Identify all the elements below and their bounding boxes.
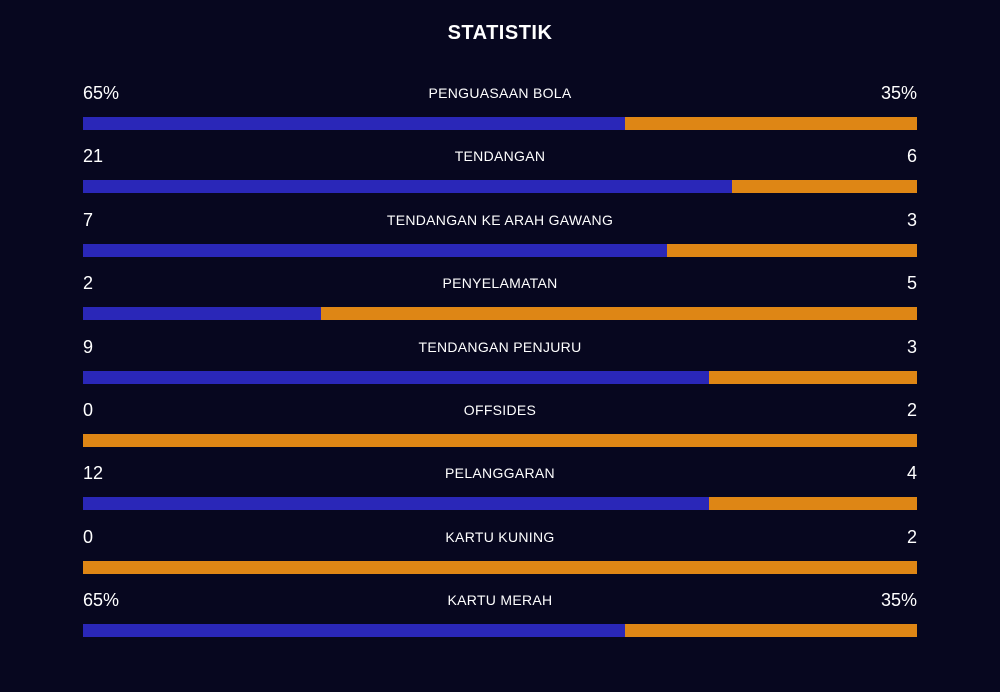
stat-row: TENDANGAN PENJURU 9 3	[83, 334, 917, 384]
home-value: 65%	[83, 590, 120, 611]
comparison-bar	[83, 243, 917, 257]
home-bar-segment	[83, 117, 626, 130]
stat-label: KARTU KUNING	[445, 528, 555, 545]
stat-row: KARTU KUNING 0 2	[83, 524, 917, 574]
stat-values: KARTU KUNING 0 2	[83, 524, 917, 550]
stat-label: PENYELAMATAN	[442, 275, 558, 292]
stat-label: TENDANGAN KE ARAH GAWANG	[386, 211, 614, 228]
home-value: 21	[83, 146, 104, 167]
stat-values: PELANGGARAN 12 4	[83, 460, 917, 486]
home-bar-segment	[83, 624, 626, 638]
stat-label: TENDANGAN PENJURU	[418, 338, 582, 355]
home-bar-segment	[83, 497, 709, 511]
stat-values: TENDANGAN PENJURU 9 3	[83, 334, 917, 360]
stat-values: TENDANGAN 21 6	[83, 143, 917, 169]
stat-row: OFFSIDES 0 2	[83, 397, 917, 447]
away-value: 2	[906, 526, 917, 547]
stat-label: KARTU MERAH	[447, 592, 553, 609]
away-value: 3	[906, 209, 917, 230]
away-bar-segment	[83, 434, 917, 447]
away-value: 6	[906, 146, 917, 167]
home-bar-segment	[83, 370, 709, 384]
away-value: 35%	[880, 590, 917, 611]
away-value: 4	[906, 463, 917, 484]
stat-row: TENDANGAN 21 6	[83, 143, 917, 194]
away-bar-segment	[83, 560, 917, 574]
away-bar-segment	[708, 370, 917, 384]
away-bar-segment	[321, 307, 917, 321]
away-bar-segment	[731, 180, 917, 194]
stat-label: PELANGGARAN	[445, 465, 555, 482]
comparison-bar	[83, 497, 917, 511]
home-value: 2	[83, 273, 94, 294]
away-bar-segment	[708, 497, 917, 511]
stat-label: TENDANGAN	[454, 148, 546, 165]
comparison-bar	[83, 560, 917, 574]
away-value: 2	[906, 400, 917, 420]
stat-label: PENGUASAAN BOLA	[428, 85, 572, 101]
comparison-bar	[83, 180, 917, 194]
stat-row: TENDANGAN KE ARAH GAWANG 7 3	[83, 207, 917, 257]
away-value: 3	[906, 336, 917, 357]
statistics-title: STATISTIK	[447, 22, 553, 44]
comparison-bar	[83, 117, 917, 130]
away-bar-segment	[666, 243, 917, 257]
home-value: 0	[83, 526, 94, 547]
stat-values: KARTU MERAH 65% 35%	[83, 587, 917, 613]
stat-values: PENYELAMATAN 2 5	[83, 270, 917, 296]
stat-values: TENDANGAN KE ARAH GAWANG 7 3	[83, 207, 917, 233]
comparison-bar	[83, 307, 917, 321]
home-bar-segment	[83, 243, 667, 257]
stat-row: PENGUASAAN BOLA 65% 35%	[83, 80, 917, 130]
home-value: 12	[83, 463, 104, 484]
away-value: 5	[906, 273, 917, 294]
away-value: 35%	[880, 83, 917, 103]
home-value: 65%	[83, 83, 120, 103]
stat-row: PENYELAMATAN 2 5	[83, 270, 917, 321]
away-bar-segment	[625, 117, 917, 130]
home-bar-segment	[83, 307, 322, 321]
home-value: 7	[83, 209, 94, 230]
comparison-bar	[83, 434, 917, 447]
stat-row: PELANGGARAN 12 4	[83, 460, 917, 511]
stat-values: PENGUASAAN BOLA 65% 35%	[83, 80, 917, 106]
home-bar-segment	[83, 180, 732, 194]
home-value: 0	[83, 400, 94, 420]
home-value: 9	[83, 336, 94, 357]
away-bar-segment	[625, 624, 917, 638]
stat-values: OFFSIDES 0 2	[83, 397, 917, 423]
comparison-bar	[83, 624, 917, 638]
stat-row: KARTU MERAH 65% 35%	[83, 587, 917, 638]
comparison-bar	[83, 370, 917, 384]
stat-label: OFFSIDES	[463, 402, 537, 418]
